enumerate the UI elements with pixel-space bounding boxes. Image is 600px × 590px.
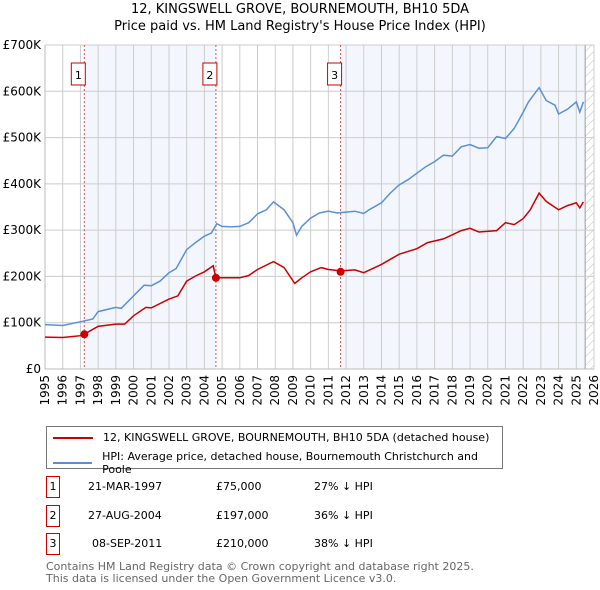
x-tick-label: 2003	[180, 375, 194, 406]
sale-marker-box	[70, 62, 86, 86]
footer-license: This data is licensed under the Open Gov…	[46, 572, 397, 585]
x-tick-label: 2023	[534, 375, 548, 406]
x-tick-label: 2001	[144, 375, 158, 406]
y-tick-label: £600K	[3, 84, 43, 98]
y-tick-label: £200K	[3, 269, 43, 283]
x-tick-label: 2006	[233, 375, 247, 406]
x-tick-label: 2019	[463, 375, 477, 406]
sale-point	[211, 273, 220, 282]
chart-title: 12, KINGSWELL GROVE, BOURNEMOUTH, BH10 5…	[130, 2, 470, 17]
x-tick-label: 2013	[357, 375, 371, 406]
sale-marker-badge: 1	[46, 476, 60, 498]
sale-marker-box	[202, 62, 218, 86]
x-tick-label: 2014	[374, 375, 388, 406]
x-tick-label: 2021	[498, 375, 512, 406]
y-tick-label: £300K	[3, 223, 43, 237]
plot-area: 1995 1996 1997 1998 1999 2000 2001 2002 2003 2004…	[3, 38, 600, 406]
x-tick-label: 2000	[127, 375, 141, 406]
sale-point	[80, 330, 89, 339]
x-tick-label: 2022	[516, 375, 530, 406]
x-tick-label: 2020	[481, 375, 495, 406]
sale-hpi-diff: 36% ↓ HPI	[314, 509, 373, 522]
x-tick-label: 2018	[445, 375, 459, 406]
x-tick-label: 2015	[392, 375, 406, 406]
legend-label-hpi: HPI: Average price, detached house, Bour…	[102, 450, 479, 476]
sale-hpi-diff: 27% ↓ HPI	[314, 480, 373, 493]
sale-point	[336, 267, 345, 276]
sale-price: £210,000	[216, 537, 269, 550]
y-tick-label: £100K	[3, 316, 43, 330]
x-tick-label: 2012	[339, 375, 353, 406]
x-tick-label: 2011	[321, 375, 335, 406]
x-tick-label: 2009	[286, 375, 300, 406]
series-line	[44, 191, 585, 339]
y-tick-label: £400K	[3, 177, 43, 191]
sale-marker-label: 3	[331, 69, 338, 82]
x-tick-label: 2005	[215, 375, 229, 406]
x-tick-label: 2008	[268, 375, 282, 406]
sale-marker-label: 1	[75, 69, 82, 82]
x-tick-label: 2017	[428, 375, 442, 406]
legend-swatch-property	[53, 436, 93, 439]
sale-date: 08-SEP-2011	[92, 537, 163, 550]
footer-copyright: Contains HM Land Registry data © Crown c…	[46, 560, 474, 573]
y-tick-label: £500K	[3, 131, 43, 145]
sale-hpi-diff: 38% ↓ HPI	[314, 537, 373, 550]
y-tick-label: £700K	[3, 38, 43, 52]
sale-marker-badge: 2	[46, 505, 60, 527]
future-hatch	[585, 45, 594, 369]
legend: 12, KINGSWELL GROVE, BOURNEMOUTH, BH10 5…	[46, 426, 503, 476]
legend-swatch-hpi	[53, 462, 93, 464]
x-tick-label: 2004	[197, 375, 211, 406]
x-tick-label: 2024	[552, 375, 566, 406]
sale-price: £197,000	[216, 509, 269, 522]
x-tick-label: 1995	[38, 375, 52, 406]
legend-label-property: 12, KINGSWELL GROVE, BOURNEMOUTH, BH10 5…	[103, 431, 490, 444]
x-tick-label: 1999	[109, 375, 123, 406]
series-line	[44, 86, 585, 327]
sale-row: 3 08-SEP-2011 £210,000 38% ↓ HPI	[46, 533, 546, 555]
x-tick-label: 2002	[162, 375, 176, 406]
sale-marker-badge: 3	[46, 533, 60, 555]
x-tick-label: 1996	[56, 375, 70, 406]
sale-marker-box	[327, 62, 343, 86]
sale-date: 27-AUG-2004	[88, 509, 162, 522]
sale-price: £75,000	[216, 480, 262, 493]
y-tick-label: £0	[26, 362, 41, 376]
chart-subtitle: Price paid vs. HM Land Registry's House …	[114, 19, 486, 34]
shaded-period	[84, 45, 216, 369]
x-tick-label: 1998	[91, 375, 105, 406]
x-tick-label: 2007	[251, 375, 265, 406]
shaded-period	[340, 45, 586, 369]
sale-row: 1 21-MAR-1997 £75,000 27% ↓ HPI	[46, 476, 546, 498]
sale-marker-label: 2	[206, 69, 213, 82]
x-tick-label: 2025	[569, 375, 583, 406]
sale-row: 2 27-AUG-2004 £197,000 36% ↓ HPI	[46, 505, 546, 527]
x-tick-label: 1997	[73, 375, 87, 406]
x-tick-label: 2016	[410, 375, 424, 406]
sale-date: 21-MAR-1997	[88, 480, 163, 493]
x-tick-label: 2026	[587, 375, 600, 406]
x-tick-label: 2010	[304, 375, 318, 406]
